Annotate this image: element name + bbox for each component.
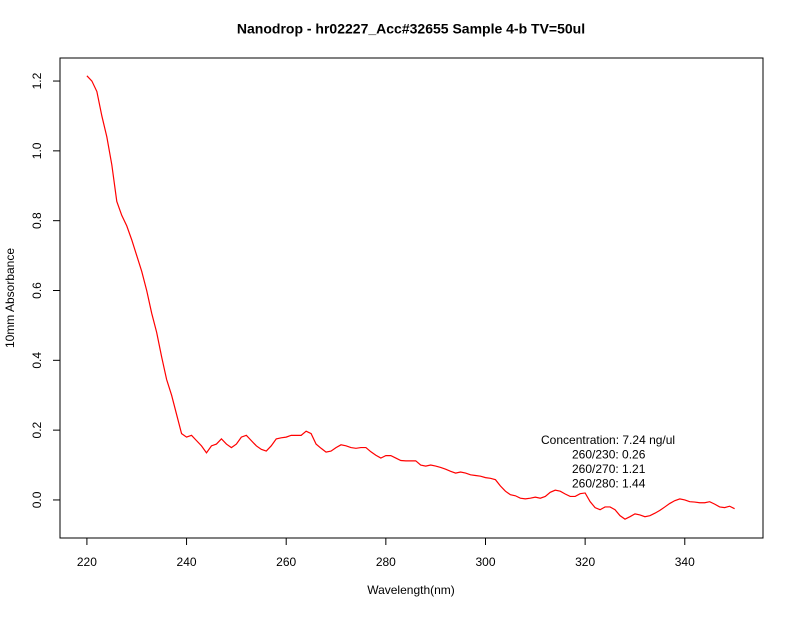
annotation: Concentration: 7.24 ng/ul <box>541 433 675 447</box>
x-tick-label: 260 <box>276 555 296 569</box>
annotation: 260/230: 0.26 <box>572 448 646 462</box>
x-tick-label: 240 <box>177 555 197 569</box>
annotation: 260/280: 1.44 <box>572 477 646 491</box>
y-tick-label: 1.2 <box>30 72 44 89</box>
x-axis-label: Wavelength(nm) <box>367 583 455 597</box>
x-tick-label: 300 <box>475 555 495 569</box>
y-tick-label: 1.0 <box>30 142 44 159</box>
y-tick-label: 0.8 <box>30 212 44 229</box>
annotation: 260/270: 1.21 <box>572 462 646 476</box>
y-tick-label: 0.4 <box>30 352 44 369</box>
y-tick-label: 0.2 <box>30 421 44 438</box>
plot-box <box>59 57 764 539</box>
y-tick-label: 0.0 <box>30 491 44 508</box>
chart-title: Nanodrop - hr02227_Acc#32655 Sample 4-b … <box>237 21 585 37</box>
x-tick-label: 280 <box>376 555 396 569</box>
data-line <box>86 75 735 520</box>
x-tick-label: 320 <box>575 555 595 569</box>
x-tick-label: 340 <box>675 555 695 569</box>
y-tick-label: 0.6 <box>30 282 44 299</box>
y-axis-label: 10mm Absorbance <box>3 248 17 348</box>
x-tick-label: 220 <box>77 555 97 569</box>
